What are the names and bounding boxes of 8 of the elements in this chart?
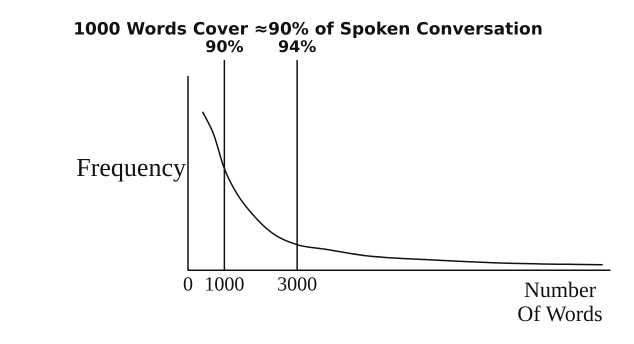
y-axis-title: Frequency [76,152,186,182]
x-tick-label: 0 [183,273,193,296]
chart-title: 1000 Words Cover ≈90% of Spoken Conversation [73,19,543,40]
text: 94% [278,37,316,56]
x-tick-label: 3000 [277,273,318,296]
x-axis-title: Number Of Words [517,276,603,326]
text: 90% [205,37,244,56]
x-tick-label: 1000 [204,273,244,296]
